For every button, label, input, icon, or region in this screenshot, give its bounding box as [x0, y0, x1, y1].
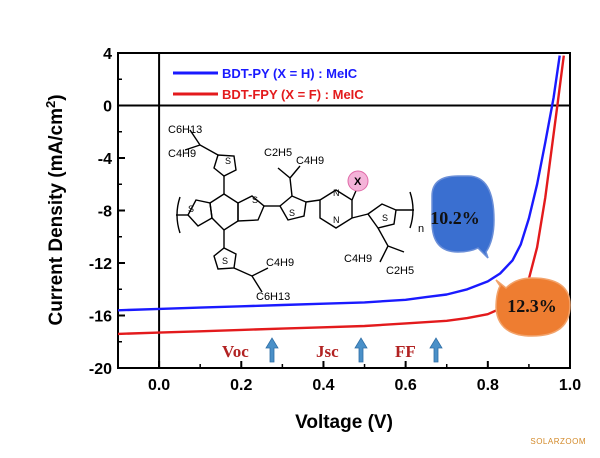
bubble-orange: 12.3%	[495, 277, 571, 337]
label-n: n	[418, 223, 424, 235]
arrow-jsc-shape	[354, 337, 368, 363]
parameter-annotations: Voc Jsc FF	[222, 337, 443, 363]
label-s-th1: S	[289, 208, 295, 218]
pendant-thiophene-bottom	[213, 247, 237, 270]
bdt-benzene	[209, 193, 239, 231]
structure-labels: C6H13 C4H9 C2H5 C4H9 X S S S S N N S S C…	[168, 124, 424, 303]
watermark-text: SOLARZOOM	[530, 437, 586, 446]
y-tick-label: -20	[89, 361, 112, 378]
label-n-bottom: N	[333, 215, 340, 225]
pendant-thiophene-top	[213, 154, 237, 177]
series-line-bdt-fpy	[117, 55, 565, 336]
bubble-blue-shape	[431, 175, 495, 259]
side-chain-bottom	[233, 267, 269, 293]
label-s-bdt-left: S	[188, 204, 194, 214]
y-tick-label: 0	[103, 99, 112, 116]
x-axis-ticks: 0.0 0.2 0.4 0.6 0.8 1.0	[117, 361, 581, 394]
y-axis-title-sup: 2	[43, 101, 58, 108]
legend-label-blue: BDT-PY (X = H) : MeIC	[222, 66, 358, 81]
label-c4h9-th1: C4H9	[296, 155, 324, 167]
label-c2h5-th1: C2H5	[264, 147, 292, 159]
legend: BDT-PY (X = H) : MeIC BDT-FPY (X = F) : …	[173, 66, 364, 102]
label-c6h13-top: C6H13	[168, 124, 202, 136]
arrow-voc	[265, 337, 279, 363]
arrow-jsc	[354, 337, 368, 363]
label-s-th2: S	[382, 213, 388, 223]
x-tick-label: 0.0	[148, 377, 170, 394]
side-chain-top	[184, 129, 219, 156]
bdt-thiophene-right	[237, 195, 265, 222]
y-tick-label: -8	[98, 204, 112, 221]
y-tick-label: 4	[103, 46, 112, 63]
label-s-bottom: S	[222, 256, 228, 266]
y-axis-title-end: )	[46, 94, 67, 100]
legend-label-red: BDT-FPY (X = F) : MeIC	[222, 87, 364, 102]
thiophene-bridge-2	[367, 203, 397, 229]
side-chain-th1	[277, 165, 301, 197]
label-c4h9-bottom: C4H9	[266, 257, 294, 269]
param-voc: Voc	[222, 342, 249, 361]
bubble-orange-label: 12.3%	[507, 296, 557, 316]
bubble-blue: 10.2%	[430, 175, 495, 259]
x-tick-label: 0.4	[312, 377, 334, 394]
label-c6h13-bottom: C6H13	[256, 291, 290, 303]
label-n-top: N	[333, 188, 340, 198]
y-axis-title-main: Current Density (mA/cm	[46, 108, 67, 326]
arrow-voc-shape	[265, 337, 279, 363]
x-tick-label: 0.8	[477, 377, 499, 394]
x-tick-label: 0.2	[230, 377, 252, 394]
x-tick-label: 0.6	[395, 377, 417, 394]
label-c2h5-th2: C2H5	[386, 265, 414, 277]
polymer-structure	[176, 129, 414, 293]
y-axis-ticks: 4 0 -4 -8 -12 -16 -20	[89, 46, 125, 378]
bond-th1-pz	[305, 199, 321, 203]
label-s-bdt-right: S	[252, 195, 258, 205]
series-curves	[117, 55, 565, 336]
arrow-ff	[429, 337, 443, 363]
x-highlight-circle	[347, 170, 369, 192]
bubble-blue-label: 10.2%	[430, 208, 480, 228]
bubble-orange-shape	[495, 277, 571, 337]
y-tick-label: -12	[89, 256, 112, 273]
thiophene-bridge-1	[279, 195, 307, 221]
side-chain-th2	[377, 227, 405, 263]
label-c4h9-top: C4H9	[168, 148, 196, 160]
x-axis-title: Voltage (V)	[295, 412, 393, 433]
arrow-ff-shape	[429, 337, 443, 363]
label-c4h9-th2: C4H9	[344, 253, 372, 265]
y-axis-title: Current Density (mA/cm2)	[43, 94, 67, 325]
bracket-right	[409, 191, 414, 229]
param-jsc: Jsc	[316, 342, 339, 361]
label-s-top: S	[225, 156, 231, 166]
y-tick-label: -4	[98, 151, 112, 168]
x-tick-label: 1.0	[559, 377, 581, 394]
y-tick-label: -16	[89, 309, 112, 326]
bond-pz-th2	[351, 213, 369, 219]
param-ff: FF	[395, 342, 416, 361]
label-x: X	[354, 176, 362, 188]
series-line-bdt-py	[117, 55, 561, 312]
